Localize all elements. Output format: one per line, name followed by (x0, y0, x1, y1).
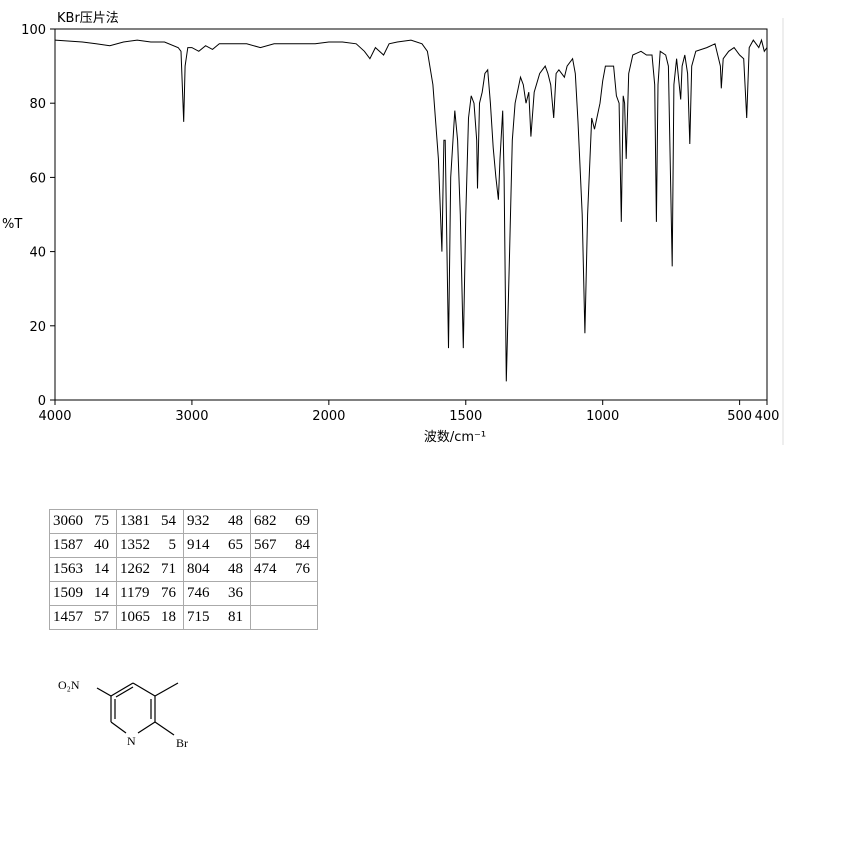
table-cell: 746 36 (183, 581, 251, 606)
ring-bonds (96, 682, 179, 736)
y-tick-label: 40 (29, 246, 46, 261)
x-tick-label: 1500 (449, 409, 482, 424)
table-cell: 682 69 (250, 509, 318, 534)
table-row: 1563 14 1262 71 804 48 474 76 (49, 557, 318, 582)
peak-table: 3060 75 1381 54 932 48 682 69 1587 40 1352 5 914 65 56… (49, 509, 318, 630)
table-row: 1457 57 1065 18 715 81 (49, 605, 318, 630)
transmittance: 36 (228, 585, 243, 601)
table-row: 1587 40 1352 5 914 65 567 84 (49, 533, 318, 558)
y-tick-label: 80 (29, 97, 46, 112)
y-axis-label: %T (2, 217, 22, 232)
wavenumber: 746 (187, 585, 210, 601)
wavenumber: 474 (254, 561, 277, 577)
wavenumber: 682 (254, 513, 277, 529)
x-axis-label: 波数/cm⁻¹ (424, 430, 486, 445)
wavenumber: 1563 (53, 561, 83, 577)
transmittance: 48 (228, 561, 243, 577)
transmittance: 81 (228, 609, 243, 625)
transmittance: 75 (94, 513, 109, 529)
table-cell: 1457 57 (49, 605, 117, 630)
table-cell: 1509 14 (49, 581, 117, 606)
y-tick-label: 60 (29, 171, 46, 186)
ring-n-label: N (127, 734, 136, 748)
wavenumber: 3060 (53, 513, 83, 529)
chart: KBr压片法 %T 波数/cm⁻¹ 0 20 40 60 80 100 4000 3000 20… (2, 11, 784, 445)
wavenumber: 1381 (120, 513, 150, 529)
wavenumber: 1509 (53, 585, 83, 601)
table-cell: 1587 40 (49, 533, 117, 558)
wavenumber: 1065 (120, 609, 150, 625)
transmittance: 14 (94, 585, 109, 601)
table-cell: 1262 71 (116, 557, 184, 582)
x-tick-label: 4000 (38, 409, 71, 424)
table-cell: 715 81 (183, 605, 251, 630)
transmittance: 57 (94, 609, 109, 625)
table-cell: 1563 14 (49, 557, 117, 582)
x-tick-label: 2000 (312, 409, 345, 424)
transmittance: 84 (295, 537, 310, 553)
structure: O₂N N Br (58, 678, 188, 750)
table-cell: 1179 76 (116, 581, 184, 606)
transmittance: 14 (94, 561, 109, 577)
transmittance: 69 (295, 513, 310, 529)
x-tick-label: 500 (727, 409, 752, 424)
table-cell: 804 48 (183, 557, 251, 582)
y-tick-label: 0 (38, 394, 46, 409)
wavenumber: 1587 (53, 537, 83, 553)
table-cell: 567 84 (250, 533, 318, 558)
transmittance: 71 (161, 561, 176, 577)
wavenumber: 567 (254, 537, 277, 553)
transmittance: 76 (295, 561, 310, 577)
table-cell: 1065 18 (116, 605, 184, 630)
x-tick-label: 400 (755, 409, 780, 424)
nitro-label: O₂N (58, 678, 80, 692)
wavenumber: 1457 (53, 609, 83, 625)
transmittance: 5 (168, 537, 177, 553)
table-cell: 1352 5 (116, 533, 184, 558)
wavenumber: 804 (187, 561, 210, 577)
plot-frame (54, 28, 768, 401)
table-cell (250, 581, 318, 606)
transmittance: 18 (161, 609, 176, 625)
table-row: 3060 75 1381 54 932 48 682 69 (49, 509, 318, 534)
transmittance: 65 (228, 537, 243, 553)
table-cell: 474 76 (250, 557, 318, 582)
table-cell: 1381 54 (116, 509, 184, 534)
y-tick-label: 100 (21, 23, 46, 38)
transmittance: 40 (94, 537, 109, 553)
wavenumber: 914 (187, 537, 210, 553)
wavenumber: 1262 (120, 561, 150, 577)
wavenumber: 1352 (120, 537, 150, 553)
chart-title: KBr压片法 (57, 11, 119, 26)
wavenumber: 715 (187, 609, 210, 625)
x-tick-label: 1000 (586, 409, 619, 424)
y-tick-label: 20 (29, 320, 46, 335)
table-row: 1509 14 1179 76 746 36 (49, 581, 318, 606)
table-cell: 914 65 (183, 533, 251, 558)
table-cell (250, 605, 318, 630)
x-tick-label: 3000 (175, 409, 208, 424)
bromo-label: Br (176, 736, 188, 750)
transmittance: 54 (161, 513, 176, 529)
wavenumber: 1179 (120, 585, 150, 601)
wavenumber: 932 (187, 513, 210, 529)
transmittance: 48 (228, 513, 243, 529)
spectrum-line (54, 38, 768, 382)
transmittance: 76 (161, 585, 176, 601)
table-cell: 3060 75 (49, 509, 117, 534)
table-cell: 932 48 (183, 509, 251, 534)
